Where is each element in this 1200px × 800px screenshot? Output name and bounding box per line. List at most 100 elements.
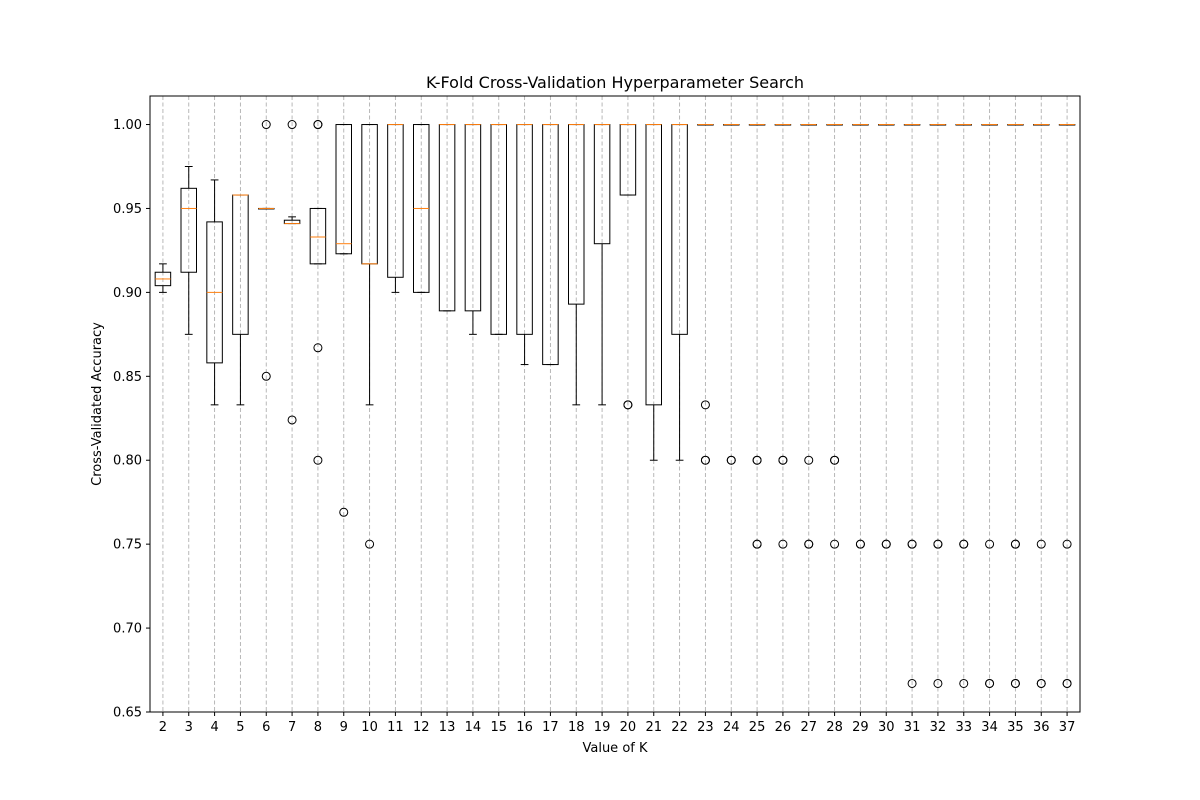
x-tick-label: 27 — [800, 720, 817, 735]
box-k-27 — [800, 124, 817, 549]
outlier-point — [261, 120, 271, 130]
box-k-19 — [593, 124, 611, 406]
box-k-12 — [413, 124, 430, 293]
box-k-32 — [929, 124, 947, 688]
box-k-11 — [387, 124, 404, 293]
box-k-34 — [981, 124, 998, 688]
x-tick-label: 21 — [645, 720, 662, 735]
box-k-15 — [490, 124, 507, 335]
box-k-16 — [516, 124, 533, 366]
outlier-point — [830, 539, 840, 549]
box-k-17 — [542, 124, 559, 366]
box-k-8 — [309, 120, 327, 465]
outlier-point — [752, 455, 762, 465]
outlier-point — [700, 400, 710, 410]
x-tick-label: 37 — [1059, 720, 1076, 735]
outlier-point — [855, 539, 865, 549]
iqr-box — [335, 124, 352, 255]
x-tick-label: 13 — [439, 720, 456, 735]
outlier-point — [804, 455, 814, 465]
x-tick-label: 22 — [671, 720, 688, 735]
x-tick-label: 29 — [852, 720, 869, 735]
x-tick-label: 2 — [159, 720, 167, 735]
x-tick-label: 5 — [236, 720, 244, 735]
outlier-point — [313, 120, 323, 130]
outlier-point — [752, 539, 762, 549]
outlier-point — [623, 400, 633, 410]
box-k-7 — [283, 120, 301, 425]
outlier-point — [985, 539, 995, 549]
outlier-point — [804, 539, 814, 549]
outlier-point — [365, 539, 375, 549]
box-k-35 — [1007, 124, 1024, 688]
x-tick-label: 31 — [904, 720, 921, 735]
y-axis-ticks: 0.65 0.70 0.75 0.80 0.85 0.90 0.95 1.00 — [113, 118, 150, 721]
box-k-2 — [154, 263, 172, 293]
box-k-25 — [748, 124, 766, 549]
outlier-point — [726, 455, 736, 465]
y-tick-label: 0.65 — [113, 706, 142, 721]
outlier-point — [1036, 539, 1046, 549]
x-tick-label: 19 — [594, 720, 611, 735]
box-k-6 — [258, 120, 275, 381]
x-tick-label: 3 — [185, 720, 193, 735]
x-tick-label: 20 — [620, 720, 637, 735]
x-tick-label: 11 — [387, 720, 404, 735]
outlier-point — [959, 678, 969, 688]
box-k-18 — [568, 124, 585, 406]
box-k-14 — [464, 124, 482, 335]
outlier-point — [830, 455, 840, 465]
chart-title: K-Fold Cross-Validation Hyperparameter S… — [426, 73, 804, 92]
plot-frame — [149, 95, 1081, 713]
box-k-36 — [1033, 124, 1050, 688]
box-k-24 — [723, 124, 740, 465]
outlier-point — [1062, 539, 1072, 549]
x-tick-label: 30 — [878, 720, 895, 735]
x-tick-label: 16 — [516, 720, 533, 735]
box-k-28 — [826, 124, 843, 549]
x-tick-label: 26 — [775, 720, 792, 735]
outlier-point — [778, 455, 788, 465]
x-tick-label: 35 — [1007, 720, 1024, 735]
x-tick-label: 9 — [340, 720, 348, 735]
box-k-37 — [1058, 124, 1076, 688]
x-tick-label: 18 — [568, 720, 585, 735]
outlier-point — [933, 678, 943, 688]
x-tick-label: 7 — [288, 720, 296, 735]
y-tick-label: 0.70 — [113, 622, 142, 637]
outlier-point — [1062, 678, 1072, 688]
y-tick-label: 0.85 — [113, 370, 142, 385]
iqr-box — [180, 187, 197, 273]
box-k-20 — [619, 124, 637, 410]
outlier-point — [907, 539, 917, 549]
x-tick-label: 6 — [262, 720, 270, 735]
box-k-33 — [955, 124, 972, 688]
outlier-point — [1010, 678, 1020, 688]
iqr-box — [309, 207, 327, 265]
x-axis-label: Value of K — [582, 741, 647, 756]
box-k-29 — [852, 124, 869, 549]
box-k-9 — [335, 124, 352, 517]
outlier-point — [313, 455, 323, 465]
y-tick-label: 1.00 — [113, 118, 142, 133]
box-k-4 — [206, 179, 223, 406]
x-axis-ticks: 2 3 4 5 6 7 8 9 10 11 12 13 14 15 16 17 18 19 20 21 22 23 24 25… — [159, 712, 1076, 735]
y-tick-label: 0.75 — [113, 538, 142, 553]
outlier-point — [881, 539, 891, 549]
x-tick-label: 33 — [955, 720, 972, 735]
x-tick-label: 24 — [723, 720, 740, 735]
outlier-point — [778, 539, 788, 549]
outlier-point — [700, 455, 710, 465]
box-series — [154, 120, 1076, 688]
x-tick-label: 15 — [490, 720, 507, 735]
y-axis-label: Cross-Validated Accuracy — [90, 322, 105, 486]
y-tick-label: 0.80 — [113, 454, 142, 469]
outlier-point — [907, 678, 917, 688]
x-tick-label: 32 — [930, 720, 947, 735]
outlier-point — [313, 343, 323, 353]
box-k-22 — [671, 124, 688, 461]
x-tick-label: 14 — [465, 720, 482, 735]
x-tick-label: 34 — [981, 720, 998, 735]
y-tick-label: 0.90 — [113, 286, 142, 301]
